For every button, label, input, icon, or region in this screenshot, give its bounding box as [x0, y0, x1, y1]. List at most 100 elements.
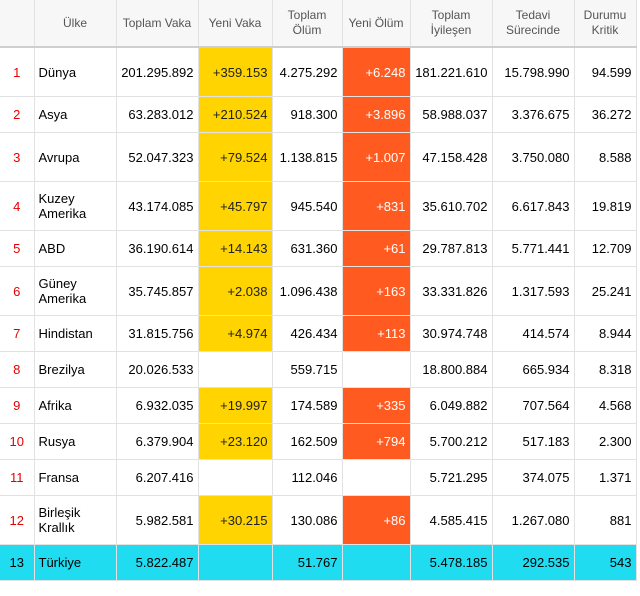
cell-country: Dünya — [34, 47, 117, 97]
cell-total-recovered: 5.478.185 — [410, 544, 493, 581]
cell-total-cases: 35.745.857 — [116, 266, 199, 316]
cell-active: 3.750.080 — [492, 132, 575, 182]
cell-rank: 7 — [0, 315, 35, 352]
header-total-recovered[interactable]: Toplam İyileşen — [410, 0, 493, 48]
table-row[interactable]: 9 Afrika 6.932.035 +19.997 174.589 +335 6.049.… — [0, 387, 637, 424]
table-row[interactable]: 3 Avrupa 52.047.323 +79.524 1.138.815 +1.007 4… — [0, 132, 637, 182]
cell-total-deaths: 945.540 — [272, 181, 343, 231]
table-row[interactable]: 13 Türkiye 5.822.487 51.767 5.478.185 292.535… — [0, 544, 637, 581]
cell-rank: 4 — [0, 181, 35, 231]
cell-rank: 12 — [0, 495, 35, 545]
cell-active: 3.376.675 — [492, 96, 575, 133]
cell-total-cases: 5.982.581 — [116, 495, 199, 545]
cell-critical: 25.241 — [574, 266, 637, 316]
header-total-cases[interactable]: Toplam Vaka — [116, 0, 199, 48]
cell-active: 414.574 — [492, 315, 575, 352]
table-row[interactable]: 10 Rusya 6.379.904 +23.120 162.509 +794 5.700.… — [0, 423, 637, 460]
cell-rank: 13 — [0, 544, 35, 581]
cell-rank: 5 — [0, 230, 35, 267]
cell-critical: 543 — [574, 544, 637, 581]
header-total-deaths[interactable]: Toplam Ölüm — [272, 0, 343, 48]
cell-total-recovered: 30.974.748 — [410, 315, 493, 352]
cell-total-deaths: 162.509 — [272, 423, 343, 460]
cell-rank: 11 — [0, 459, 35, 496]
cell-country: Güney Amerika — [34, 266, 117, 316]
cell-active: 1.267.080 — [492, 495, 575, 545]
cell-new-deaths: +794 — [342, 423, 411, 460]
cell-rank: 1 — [0, 47, 35, 97]
table-row[interactable]: 2 Asya 63.283.012 +210.524 918.300 +3.896 58.9… — [0, 96, 637, 133]
cell-active: 6.617.843 — [492, 181, 575, 231]
cell-new-cases: +359.153 — [198, 47, 273, 97]
table-row[interactable]: 7 Hindistan 31.815.756 +4.974 426.434 +113 30.… — [0, 315, 637, 352]
cell-new-cases: +210.524 — [198, 96, 273, 133]
cell-active: 517.183 — [492, 423, 575, 460]
header-new-cases[interactable]: Yeni Vaka — [198, 0, 273, 48]
cell-total-cases: 43.174.085 — [116, 181, 199, 231]
cell-total-cases: 31.815.756 — [116, 315, 199, 352]
cell-new-cases: +45.797 — [198, 181, 273, 231]
cell-new-deaths: +1.007 — [342, 132, 411, 182]
cell-active: 1.317.593 — [492, 266, 575, 316]
cell-rank: 8 — [0, 351, 35, 388]
cell-total-recovered: 5.700.212 — [410, 423, 493, 460]
table-row[interactable]: 1 Dünya 201.295.892 +359.153 4.275.292 +6.248… — [0, 47, 637, 97]
header-critical[interactable]: Durumu Kritik — [574, 0, 637, 48]
cell-total-deaths: 631.360 — [272, 230, 343, 267]
cell-new-deaths — [342, 351, 411, 388]
cell-new-deaths — [342, 544, 411, 581]
cell-total-deaths: 918.300 — [272, 96, 343, 133]
cell-total-cases: 6.932.035 — [116, 387, 199, 424]
cell-country: Kuzey Amerika — [34, 181, 117, 231]
cell-new-deaths: +86 — [342, 495, 411, 545]
cell-total-deaths: 426.434 — [272, 315, 343, 352]
cell-active: 15.798.990 — [492, 47, 575, 97]
cell-country: ABD — [34, 230, 117, 267]
cell-country: Türkiye — [34, 544, 117, 581]
cell-new-cases: +2.038 — [198, 266, 273, 316]
cell-critical: 1.371 — [574, 459, 637, 496]
cell-total-recovered: 5.721.295 — [410, 459, 493, 496]
cell-country: Hindistan — [34, 315, 117, 352]
cell-critical: 8.588 — [574, 132, 637, 182]
cell-critical: 36.272 — [574, 96, 637, 133]
cell-total-deaths: 4.275.292 — [272, 47, 343, 97]
header-rank[interactable] — [0, 0, 35, 48]
table-row[interactable]: 4 Kuzey Amerika 43.174.085 +45.797 945.540 +8… — [0, 181, 637, 231]
cell-total-recovered: 47.158.428 — [410, 132, 493, 182]
table-row[interactable]: 5 ABD 36.190.614 +14.143 631.360 +61 29.787.81… — [0, 230, 637, 267]
header-new-deaths[interactable]: Yeni Ölüm — [342, 0, 411, 48]
cell-rank: 3 — [0, 132, 35, 182]
cell-country: Rusya — [34, 423, 117, 460]
header-country[interactable]: Ülke — [34, 0, 117, 48]
table-row[interactable]: 12 Birleşik Krallık 5.982.581 +30.215 130.08… — [0, 495, 637, 545]
cell-total-deaths: 1.096.438 — [272, 266, 343, 316]
cell-country: Avrupa — [34, 132, 117, 182]
cell-country: Afrika — [34, 387, 117, 424]
table-row[interactable]: 8 Brezilya 20.026.533 559.715 18.800.884 665.… — [0, 351, 637, 388]
cell-critical: 19.819 — [574, 181, 637, 231]
cell-total-deaths: 559.715 — [272, 351, 343, 388]
cell-new-cases — [198, 351, 273, 388]
table-row[interactable]: 6 Güney Amerika 35.745.857 +2.038 1.096.438 +… — [0, 266, 637, 316]
cell-critical: 2.300 — [574, 423, 637, 460]
cell-new-deaths: +831 — [342, 181, 411, 231]
cell-total-recovered: 6.049.882 — [410, 387, 493, 424]
cell-critical: 4.568 — [574, 387, 637, 424]
cell-active: 374.075 — [492, 459, 575, 496]
cell-active: 5.771.441 — [492, 230, 575, 267]
cell-rank: 2 — [0, 96, 35, 133]
header-active[interactable]: Tedavi Sürecinde — [492, 0, 575, 48]
cell-new-deaths: +113 — [342, 315, 411, 352]
cell-new-cases: +23.120 — [198, 423, 273, 460]
table-row[interactable]: 11 Fransa 6.207.416 112.046 5.721.295 374.075… — [0, 459, 637, 496]
cell-new-deaths: +163 — [342, 266, 411, 316]
cell-total-cases: 6.207.416 — [116, 459, 199, 496]
covid-stats-table: Ülke Toplam Vaka Yeni Vaka Toplam Ölüm Y… — [0, 0, 637, 581]
cell-total-cases: 5.822.487 — [116, 544, 199, 581]
cell-new-deaths: +3.896 — [342, 96, 411, 133]
cell-total-cases: 52.047.323 — [116, 132, 199, 182]
cell-rank: 9 — [0, 387, 35, 424]
cell-total-recovered: 29.787.813 — [410, 230, 493, 267]
cell-total-deaths: 174.589 — [272, 387, 343, 424]
